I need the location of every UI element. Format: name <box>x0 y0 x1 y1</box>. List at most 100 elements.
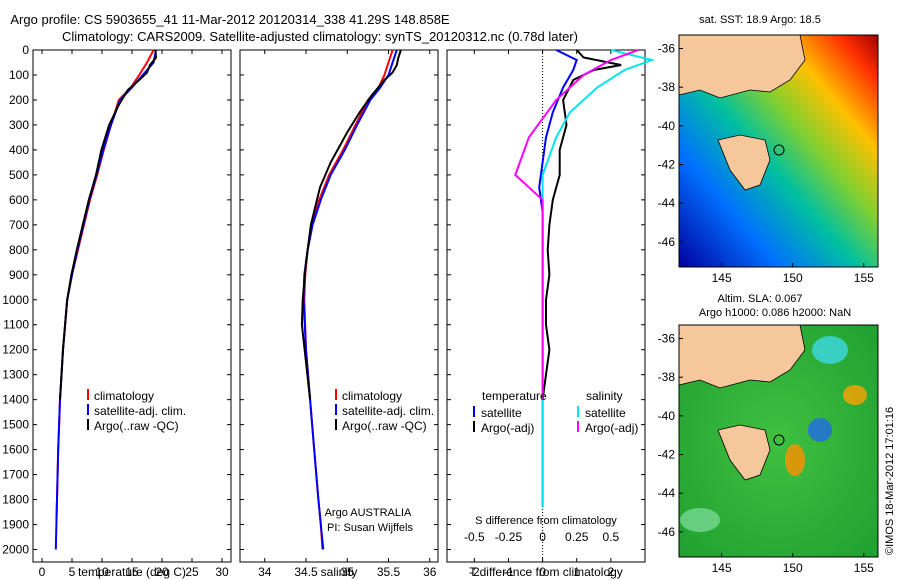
map-x-tick-label: 145 <box>712 561 732 575</box>
map-y-tick-label: -44 <box>658 196 676 210</box>
y-tick-label: 1200 <box>2 343 29 357</box>
y-tick-label: 1900 <box>2 518 29 532</box>
legend-label: Argo(-adj) <box>585 421 638 435</box>
legend-label: Argo(..raw -QC) <box>94 419 179 433</box>
sla-anomaly <box>785 444 805 476</box>
sla-map <box>678 324 879 558</box>
y-tick-label: 100 <box>9 68 29 82</box>
series-line <box>300 49 402 400</box>
series-line <box>538 49 578 508</box>
y-tick-label: 700 <box>9 218 29 232</box>
x-tick-label: 34.5 <box>294 565 318 579</box>
x-tick-label: 34 <box>258 565 272 579</box>
salinity-xlabel: salinity <box>321 565 358 579</box>
y-tick-label: 1500 <box>2 418 29 432</box>
series-line <box>302 49 398 550</box>
t-difference-xlabel: T difference from climatology <box>469 565 623 579</box>
sla-map-title: Altim. SLA: 0.067 <box>718 293 803 305</box>
mainland-landmass <box>678 34 806 99</box>
imos-timestamp: ©IMOS 18-Mar-2012 17:01:16 <box>884 407 896 555</box>
x-tick-label: -1 <box>503 565 514 579</box>
s-difference-xlabel: S difference from climatology <box>475 515 617 527</box>
y-tick-label: 1300 <box>2 368 29 382</box>
y-tick-label: 600 <box>9 193 29 207</box>
x-tick-label: 10 <box>95 565 109 579</box>
x-tick-label: -2 <box>469 565 480 579</box>
x-tick-label: 15 <box>125 565 139 579</box>
y-tick-label: 1100 <box>3 318 29 332</box>
y-tick-label: 400 <box>9 143 29 157</box>
sst-map <box>678 34 879 268</box>
x-tick-label: 2 <box>608 565 615 579</box>
y-tick-label: 500 <box>9 168 29 182</box>
s-tick-label: 0 <box>539 530 546 544</box>
series-line <box>514 49 639 400</box>
x-tick-label: 35 <box>341 565 355 579</box>
map-y-tick-label: -40 <box>658 119 676 133</box>
legend-label: climatology <box>342 389 402 403</box>
x-tick-label: 0 <box>39 565 46 579</box>
y-tick-label: 1800 <box>2 493 29 507</box>
y-tick-label: 800 <box>9 243 29 257</box>
legend-label: satellite-adj. clim. <box>342 404 434 418</box>
sst-map-title: sat. SST: 18.9 Argo: 18.5 <box>699 14 821 26</box>
map-x-tick-label: 155 <box>854 271 874 285</box>
map-y-tick-label: -44 <box>658 486 676 500</box>
temperature-panel-frame <box>32 49 232 563</box>
chart-subtitle: Climatology: CARS2009. Satellite-adjuste… <box>62 29 578 44</box>
legend-header: temperature <box>482 389 547 403</box>
map-y-tick-label: -42 <box>658 158 676 172</box>
y-tick-label: 1700 <box>2 468 29 482</box>
series-line <box>303 49 394 550</box>
map-y-tick-label: -46 <box>658 235 676 249</box>
argo-location-marker <box>773 434 785 446</box>
map-y-tick-label: -46 <box>658 525 676 539</box>
legend-label: satellite-adj. clim. <box>94 404 186 418</box>
map-y-tick-label: -42 <box>658 448 676 462</box>
pi-annotation: PI: Susan Wijffels <box>327 522 413 534</box>
map-y-tick-label: -36 <box>658 332 676 346</box>
y-tick-label: 1600 <box>2 443 29 457</box>
argo-annotation: Argo AUSTRALIA <box>325 507 412 519</box>
y-tick-label: 900 <box>9 268 29 282</box>
temperature-xlabel: temperature (deg C) <box>78 565 186 579</box>
tasmania-landmass <box>717 424 771 481</box>
map-y-tick-label: -38 <box>658 370 676 384</box>
sla-anomaly <box>843 385 867 405</box>
series-line <box>541 49 656 508</box>
chart-title: Argo profile: CS 5903655_41 11-Mar-2012 … <box>10 12 450 27</box>
s-tick-label: 0.25 <box>565 530 589 544</box>
x-tick-label: 1 <box>573 565 580 579</box>
salinity-panel-frame <box>239 49 439 563</box>
map-y-tick-label: -38 <box>658 80 676 94</box>
s-tick-label: -0.5 <box>464 530 485 544</box>
sla-anomaly <box>808 418 832 442</box>
sla-anomaly <box>680 508 720 532</box>
sst-map-frame <box>678 34 879 268</box>
map-y-tick-label: -36 <box>658 42 676 56</box>
x-tick-label: 35.5 <box>377 565 401 579</box>
y-tick-label: 1400 <box>2 393 29 407</box>
sla-map-frame <box>678 324 879 558</box>
legend-label: satellite <box>481 406 522 420</box>
map-y-tick-label: -40 <box>658 409 676 423</box>
y-tick-label: 300 <box>9 118 29 132</box>
x-tick-label: 36 <box>423 565 437 579</box>
x-tick-label: 25 <box>185 565 199 579</box>
x-tick-label: 5 <box>69 565 76 579</box>
y-tick-label: 1000 <box>2 293 29 307</box>
map-x-tick-label: 150 <box>783 271 803 285</box>
mainland-landmass <box>678 324 806 389</box>
x-tick-label: 20 <box>155 565 169 579</box>
s-tick-label: 0.5 <box>603 530 620 544</box>
difference-panel-frame <box>446 49 646 563</box>
x-tick-label: 0 <box>539 565 546 579</box>
legend-label: Argo(-adj) <box>481 421 534 435</box>
legend-label: satellite <box>585 406 626 420</box>
legend-header: salinity <box>586 389 623 403</box>
map-x-tick-label: 155 <box>854 561 874 575</box>
y-tick-label: 2000 <box>2 543 29 557</box>
y-tick-label: 200 <box>9 93 29 107</box>
series-line <box>541 49 622 400</box>
